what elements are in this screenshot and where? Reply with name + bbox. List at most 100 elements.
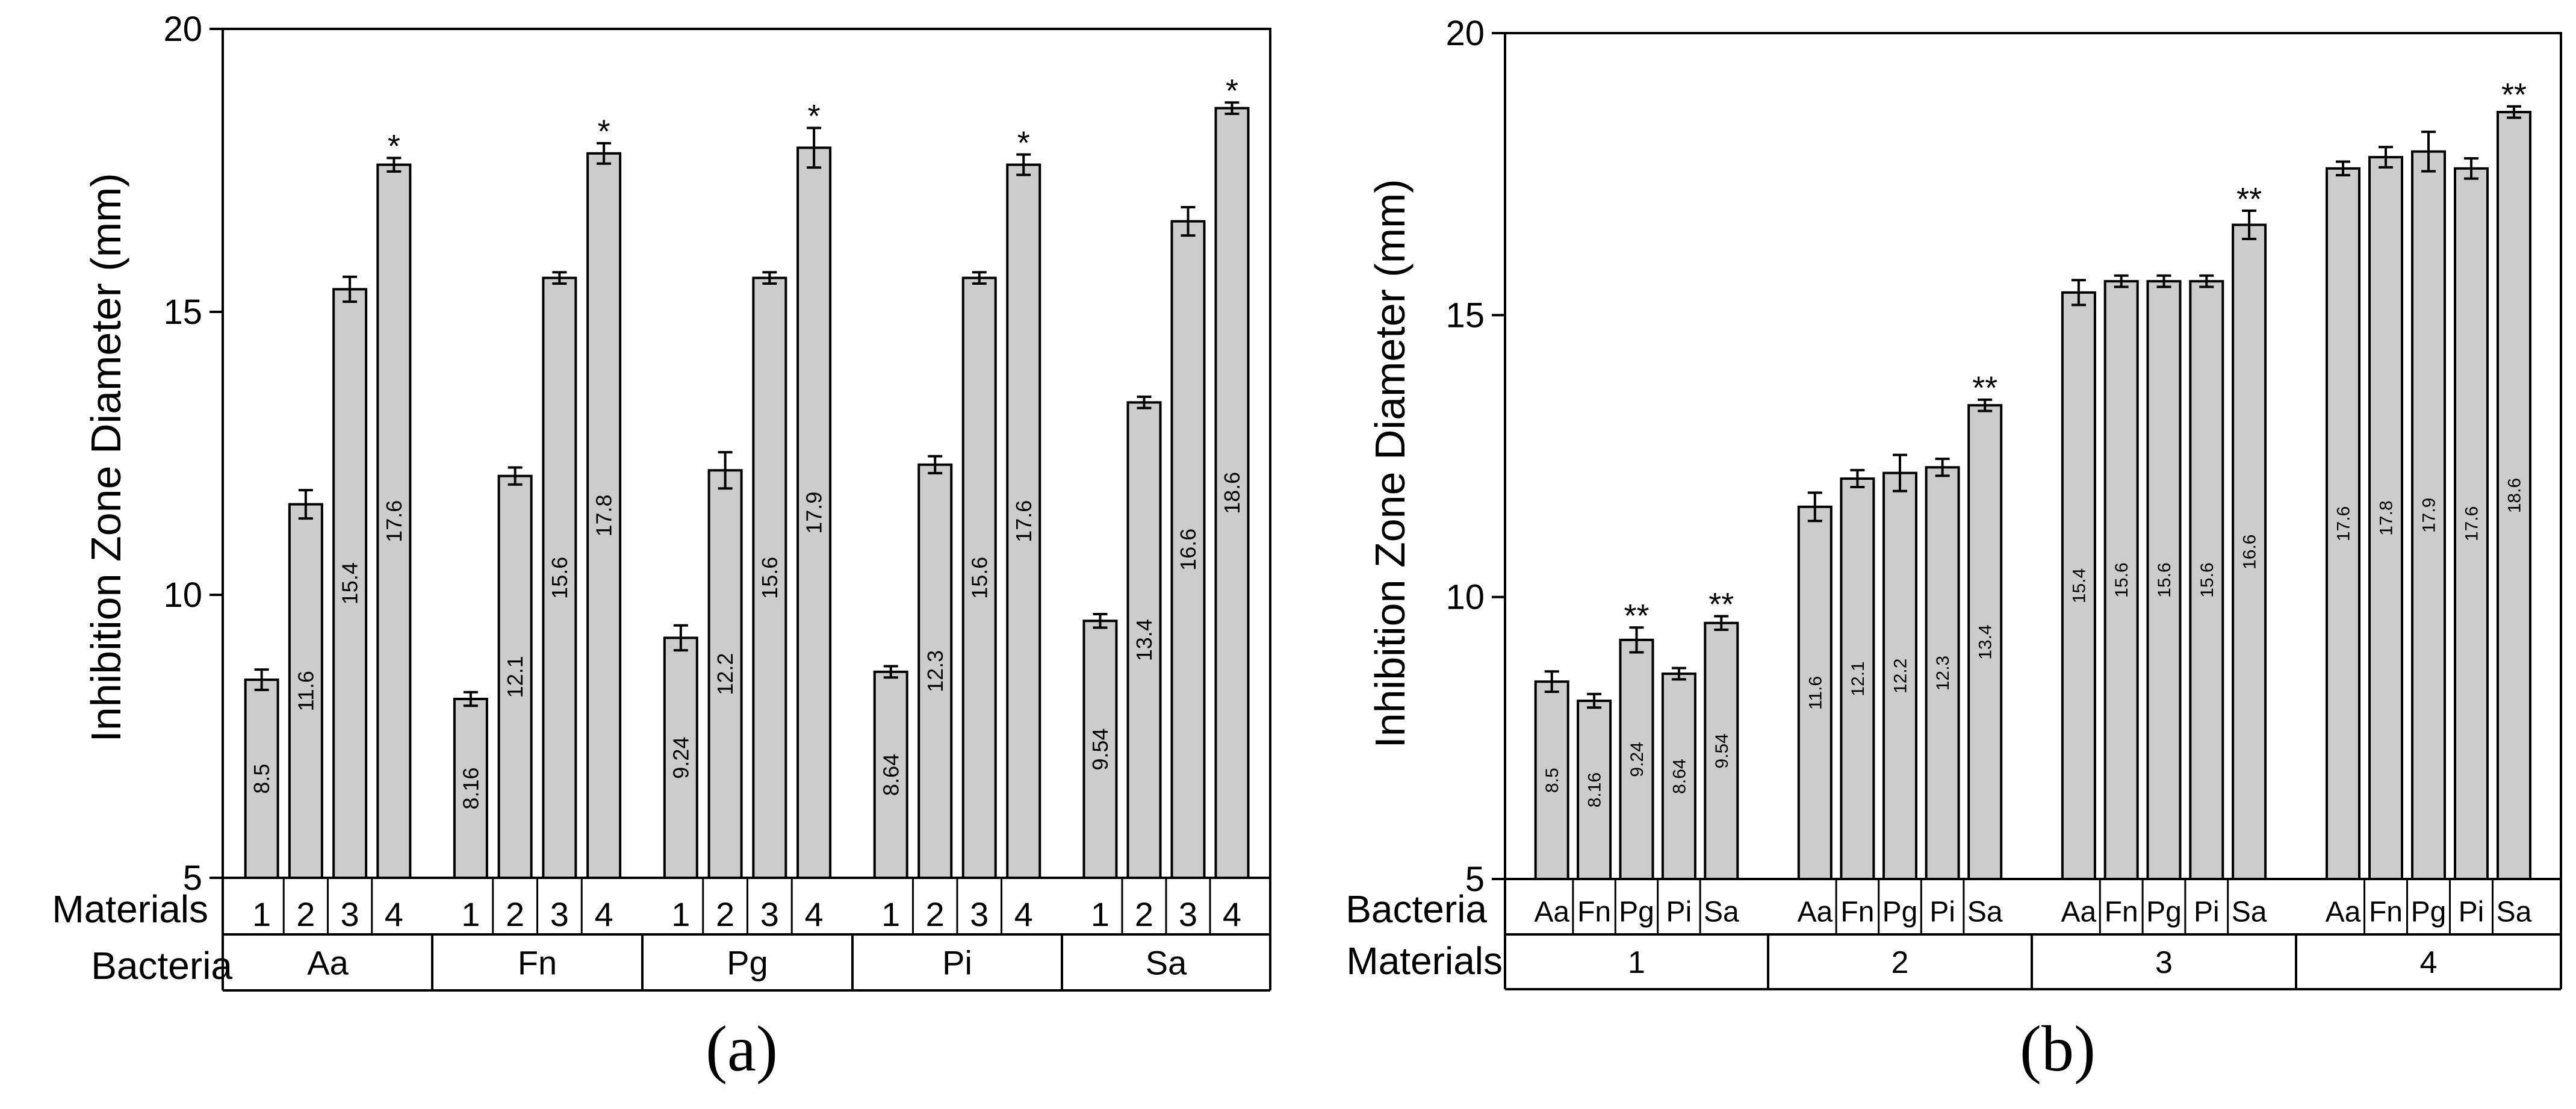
category-label: Aa xyxy=(1534,896,1569,928)
category-label: 4 xyxy=(1014,895,1033,933)
bar xyxy=(332,288,368,879)
category-label: Aa xyxy=(1797,896,1833,928)
category-label: 4 xyxy=(1223,895,1241,933)
significance-marker: * xyxy=(808,98,821,134)
bar xyxy=(1619,638,1654,881)
materials-row-label: Materials xyxy=(1346,939,1503,983)
category-label: Sa xyxy=(1704,896,1739,928)
value-label: 9.54 xyxy=(1712,733,1732,768)
value-label: 17.6 xyxy=(2462,506,2482,541)
value-label: 8.16 xyxy=(1585,772,1605,807)
significance-marker: ** xyxy=(2501,76,2527,113)
value-label: 15.6 xyxy=(967,557,992,599)
significance-marker: ** xyxy=(2236,181,2262,217)
value-label: 9.24 xyxy=(668,737,693,779)
category-label: Fn xyxy=(1840,896,1874,928)
category-label: Pg xyxy=(2411,896,2447,928)
category-label: 1 xyxy=(461,895,480,933)
category-label: Fn xyxy=(1577,896,1611,928)
y-tick-label: 10 xyxy=(1445,578,1485,617)
significance-marker: ** xyxy=(1709,586,1734,623)
bar xyxy=(2368,156,2403,881)
bar xyxy=(2232,223,2267,880)
materials-row-label: Materials xyxy=(52,887,208,931)
bar xyxy=(1126,401,1162,879)
value-label: 13.4 xyxy=(1132,619,1156,661)
bar xyxy=(2146,280,2182,880)
bar xyxy=(1214,107,1250,880)
category-label: Pi xyxy=(2459,896,2484,928)
bar xyxy=(663,636,698,879)
bar xyxy=(1840,477,1875,880)
value-label: 15.4 xyxy=(338,562,362,604)
category-label: 4 xyxy=(385,895,403,933)
value-label: 16.6 xyxy=(1176,529,1200,571)
bar xyxy=(2454,167,2489,880)
category-label: 2 xyxy=(926,895,945,933)
category-label: 1 xyxy=(881,895,900,933)
figure-caption: (b) xyxy=(2020,1013,2096,1085)
value-label: 8.64 xyxy=(1669,759,1689,794)
value-label: 16.6 xyxy=(2240,535,2260,570)
bar xyxy=(2189,280,2224,880)
value-label: 11.6 xyxy=(293,671,318,711)
category-label: Fn xyxy=(2105,896,2138,928)
bar xyxy=(796,146,832,879)
y-tick-label: 20 xyxy=(163,10,202,49)
value-label: 8.5 xyxy=(1542,768,1562,793)
value-label: 12.1 xyxy=(503,656,527,698)
category-label: Pi xyxy=(1929,896,1955,928)
significance-marker: ** xyxy=(1972,370,1997,406)
bar xyxy=(2326,167,2360,880)
value-label: 15.6 xyxy=(2112,562,2132,597)
chart-a: Inhibition Zone Diameter (mm) (a) Materi… xyxy=(52,10,1271,1085)
bar xyxy=(707,469,743,879)
group-label: Pi xyxy=(942,944,972,982)
value-label: 15.4 xyxy=(2069,568,2089,603)
value-label: 15.6 xyxy=(2155,562,2174,597)
group-label: Pg xyxy=(727,944,768,982)
category-label: 3 xyxy=(341,895,359,933)
bar xyxy=(873,670,908,879)
value-label: 15.6 xyxy=(547,557,572,599)
bar xyxy=(1534,680,1569,880)
bar xyxy=(497,474,533,879)
significance-marker: ** xyxy=(1624,598,1649,634)
group-label: 3 xyxy=(2155,945,2173,980)
bar xyxy=(1882,471,1917,880)
bar xyxy=(917,463,953,879)
bacteria-row-label: Bacteria xyxy=(1345,887,1487,931)
value-label: 11.6 xyxy=(1805,676,1825,710)
bar xyxy=(542,276,577,880)
value-label: 15.6 xyxy=(2197,562,2217,597)
bar xyxy=(752,276,787,880)
value-label: 12.1 xyxy=(1848,661,1868,696)
value-label: 8.64 xyxy=(878,754,903,796)
y-tick-label: 10 xyxy=(163,576,202,615)
category-label: Sa xyxy=(1967,896,2003,928)
value-label: 17.8 xyxy=(2377,500,2397,535)
figure-caption: (a) xyxy=(706,1013,778,1085)
bar xyxy=(1006,163,1041,880)
value-label: 9.54 xyxy=(1088,728,1113,771)
category-label: 4 xyxy=(805,895,824,933)
category-label: Pg xyxy=(1882,896,1918,928)
significance-marker: * xyxy=(388,128,400,164)
category-label: 1 xyxy=(1091,895,1110,933)
significance-marker: * xyxy=(598,114,610,150)
category-label: 3 xyxy=(760,895,779,933)
group-label: 1 xyxy=(1628,945,1645,980)
value-label: 12.3 xyxy=(1933,656,1953,691)
plot-frame xyxy=(1504,32,2562,880)
category-label: 2 xyxy=(1135,895,1153,933)
category-label: 1 xyxy=(252,895,271,933)
group-label: Aa xyxy=(307,944,349,982)
value-label: 12.2 xyxy=(713,653,737,695)
bar xyxy=(1661,673,1696,880)
value-label: 13.4 xyxy=(1976,624,1996,659)
category-label: Aa xyxy=(2061,896,2097,928)
value-label: 9.24 xyxy=(1627,742,1647,777)
group-label: 2 xyxy=(1892,945,1909,980)
category-label: Pi xyxy=(2194,896,2220,928)
